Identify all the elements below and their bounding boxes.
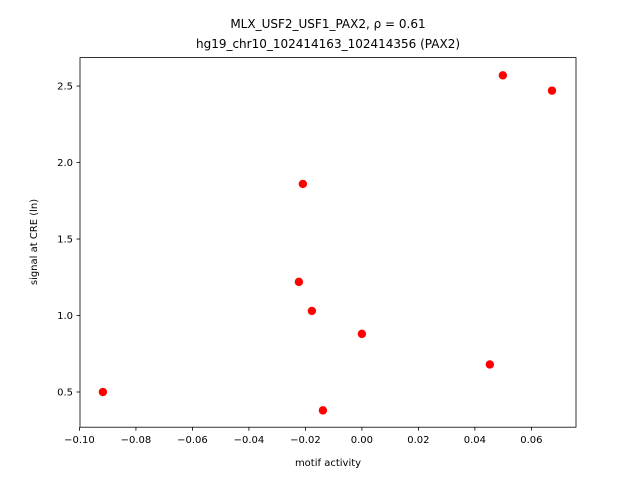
x-tick-label: 0.00	[351, 435, 373, 446]
x-tick-label: −0.04	[234, 435, 265, 446]
point	[98, 387, 108, 397]
chart-title: MLX_USF2_USF1_PAX2, ρ = 0.61	[230, 17, 425, 31]
point	[307, 306, 317, 316]
point	[485, 360, 495, 369]
y-axis-label: signal at CRE (ln)	[29, 199, 40, 285]
point	[547, 86, 557, 95]
x-tick-label: −0.08	[121, 435, 152, 446]
x-tick-label: 0.04	[464, 435, 486, 446]
y-tick-label: 1.0	[57, 311, 73, 322]
plot-frame	[79, 57, 577, 428]
x-axis-label: motif activity	[295, 458, 361, 469]
x-tick-label: −0.10	[64, 435, 95, 446]
x-tick-label: −0.02	[290, 435, 321, 446]
y-tick-label: 0.5	[57, 388, 73, 399]
point	[498, 71, 508, 80]
point	[298, 179, 308, 189]
chart-subtitle: hg19_chr10_102414163_102414356 (PAX2)	[196, 37, 460, 51]
y-tick-label: 1.5	[57, 235, 73, 246]
x-tick-label: 0.02	[407, 435, 429, 446]
point	[294, 277, 304, 287]
y-tick-label: 2.5	[57, 82, 73, 93]
point	[318, 406, 328, 415]
point	[357, 329, 367, 339]
y-tick-label: 2.0	[57, 158, 73, 169]
x-tick-label: 0.06	[520, 435, 542, 446]
x-tick-label: −0.06	[177, 435, 208, 446]
